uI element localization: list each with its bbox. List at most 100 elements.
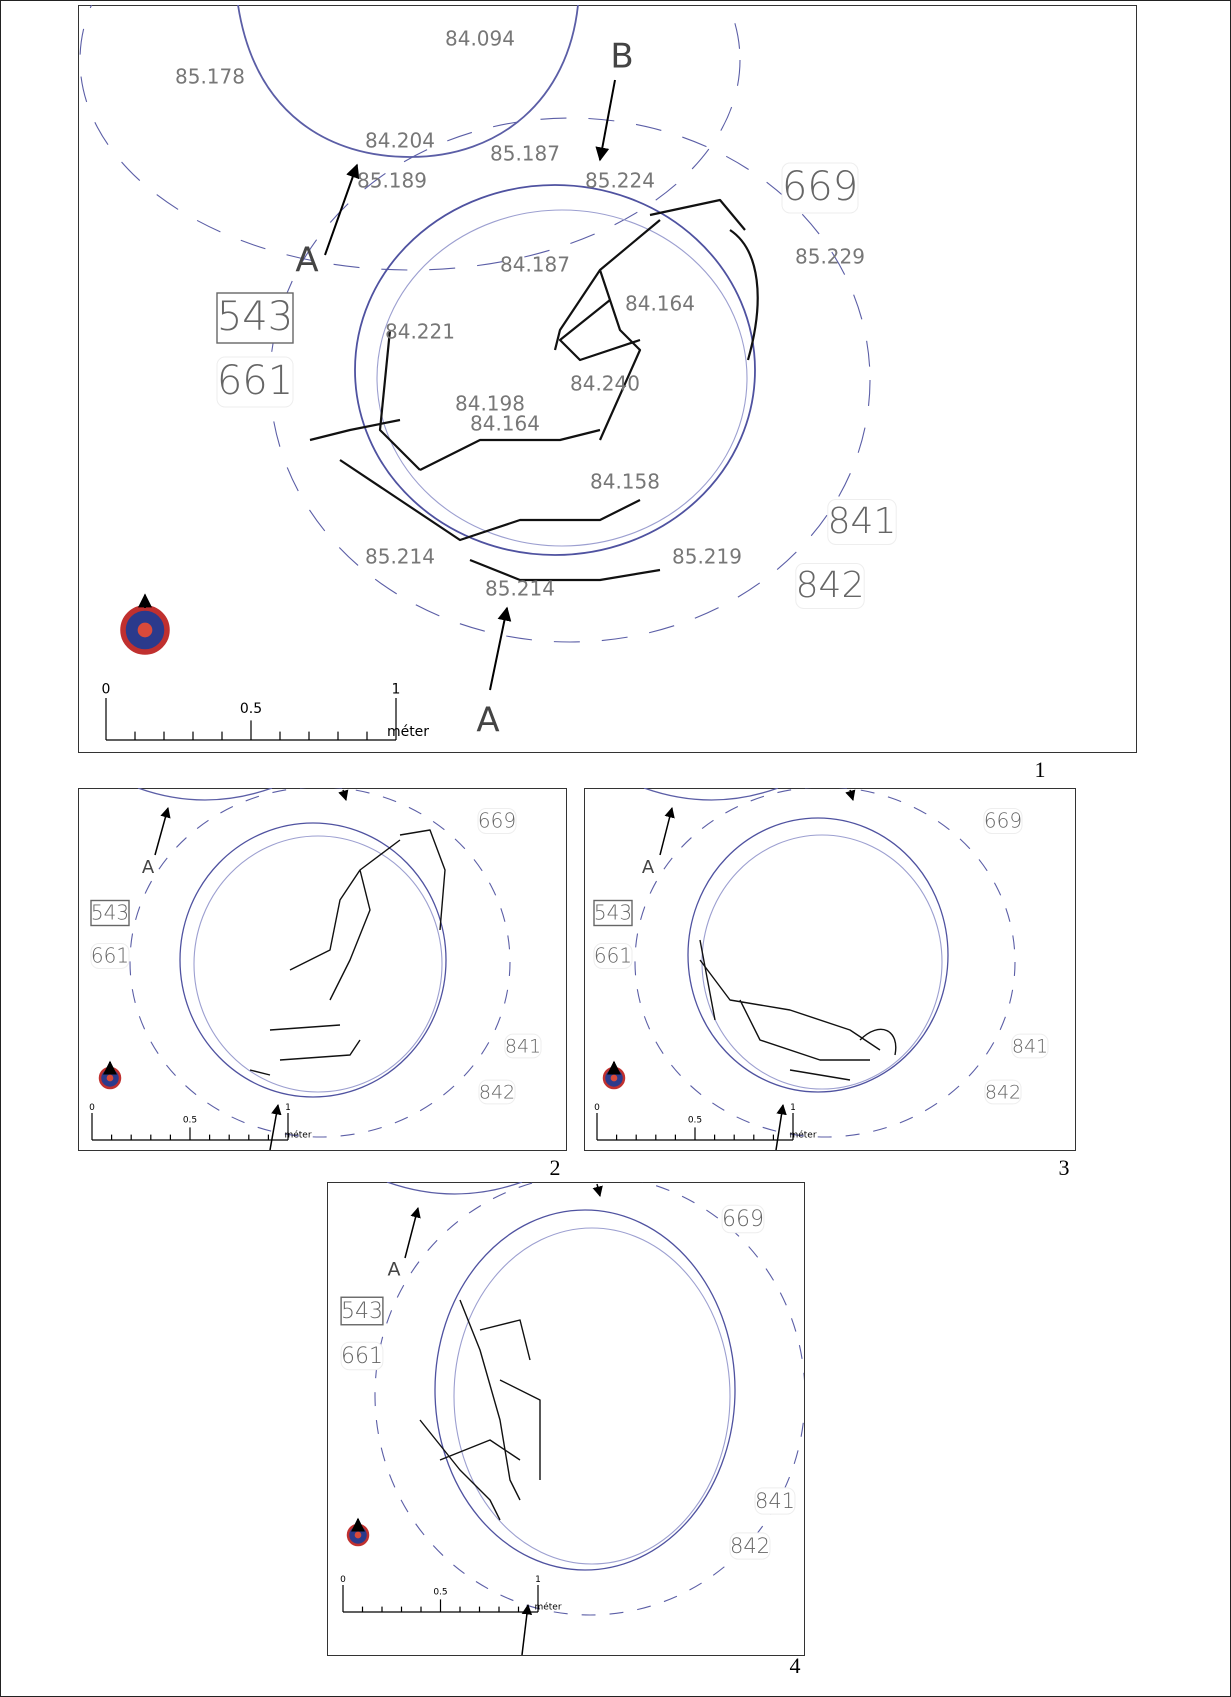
feature-box — [216, 292, 294, 344]
contour-dashed — [634, 788, 1016, 1138]
plan-panel: 669 543 661 841 842 A 0 0.5 1 méter — [78, 788, 567, 1151]
section-arrow — [338, 789, 349, 802]
scale-label: 0 — [340, 1575, 346, 1585]
feature-number: 841 — [505, 1036, 541, 1058]
feature-tag — [504, 1033, 542, 1059]
panel-number: 1 — [1035, 757, 1046, 782]
scale-label: 1 — [392, 682, 401, 698]
section-arrow — [592, 1183, 603, 1198]
feature-number: 841 — [828, 501, 897, 542]
scale-label: 0.5 — [433, 1588, 447, 1598]
compass-center — [137, 622, 153, 638]
feature-tag — [827, 499, 897, 545]
scale-label: 1 — [285, 1103, 291, 1113]
pit-outline-top — [643, 788, 779, 801]
elevation-label: 84.094 — [445, 27, 515, 51]
contour-dashed — [374, 1182, 804, 1616]
elevation-label: 85.189 — [357, 169, 427, 193]
feature-box — [593, 899, 633, 927]
feature-number: 543 — [594, 901, 632, 925]
feature-number: 669 — [722, 1207, 764, 1232]
elevation-label: 85.219 — [672, 545, 742, 569]
feature-tag — [593, 943, 633, 969]
feature-tag — [983, 808, 1023, 834]
compass-center — [106, 1074, 114, 1082]
feature-tag — [90, 943, 130, 969]
section-arrow — [595, 79, 616, 162]
grave-outline — [434, 1209, 736, 1571]
skeleton-outline — [558, 229, 759, 362]
feature-tag — [478, 1079, 516, 1105]
contour-dashed — [129, 788, 511, 1138]
section-arrow — [154, 806, 171, 856]
scale-label: 0.5 — [183, 1116, 197, 1126]
plan-drawing — [129, 788, 511, 1150]
plan-panel: 84.094 85.178 84.204 85.187 85.224 85.189 85.2… — [78, 5, 1137, 753]
section-marker: A — [476, 701, 499, 741]
grave-outline — [354, 184, 756, 556]
elevation-label: 84.221 — [385, 320, 455, 344]
skeleton-outline — [309, 329, 661, 582]
grave-outline — [687, 817, 949, 1093]
feature-number: 543 — [91, 901, 129, 925]
skeleton-outline — [459, 1299, 531, 1501]
feature-tag — [340, 1341, 384, 1371]
feature-tag — [721, 1204, 765, 1234]
skeleton-outline — [419, 1379, 541, 1521]
pit-outline-top — [137, 788, 273, 801]
pit-outline-top — [386, 1182, 523, 1195]
plan-drawing — [374, 1182, 804, 1655]
scale-label: 1 — [535, 1575, 541, 1585]
panel-number: 2 — [550, 1155, 561, 1180]
grave-outline-inner — [376, 209, 748, 547]
scale-label: 0.5 — [688, 1116, 702, 1126]
panel-number: 4 — [790, 1653, 801, 1678]
grave-outline — [179, 822, 447, 1098]
feature-number: 842 — [796, 565, 865, 606]
feature-tag — [1011, 1033, 1049, 1059]
feature-tag — [984, 1079, 1022, 1105]
skeleton-outline — [699, 959, 881, 1061]
feature-box — [340, 1296, 384, 1326]
feature-number: 661 — [91, 944, 129, 968]
elevation-label: 84.164 — [470, 412, 540, 436]
panel-number: 3 — [1059, 1155, 1070, 1180]
feature-tag — [795, 563, 865, 609]
feature-tag — [729, 1532, 771, 1560]
section-arrow — [489, 606, 512, 691]
section-marker: A — [388, 1259, 401, 1281]
elevation-label: 85.178 — [175, 65, 245, 89]
feature-number: 661 — [594, 944, 632, 968]
scale-label: 0 — [89, 1103, 95, 1113]
scale-unit: méter — [387, 724, 429, 740]
section-arrow — [659, 806, 675, 856]
compass-center — [610, 1074, 618, 1082]
section-arrow — [404, 1206, 421, 1259]
plan-panel: 669 543 661 841 842 A 0 0.5 1 méter — [584, 788, 1076, 1151]
compass-center — [354, 1531, 362, 1539]
feature-number: 842 — [985, 1082, 1021, 1104]
plan-drawing — [634, 788, 1016, 1150]
elevation-label: 85.214 — [365, 545, 435, 569]
scale-label: 0 — [594, 1103, 600, 1113]
contour-dashed — [79, 5, 741, 271]
section-arrow — [775, 1103, 787, 1150]
panel-frame — [327, 1182, 805, 1656]
grave-outline-inner — [453, 1227, 731, 1565]
feature-number: 841 — [1012, 1036, 1048, 1058]
skeleton-outline — [289, 829, 446, 1001]
scale-label: 0.5 — [240, 701, 262, 717]
elevation-label: 85.224 — [585, 169, 655, 193]
skeleton-outline — [339, 428, 641, 542]
feature-number: 842 — [730, 1534, 770, 1558]
feature-number: 543 — [341, 1299, 383, 1324]
feature-number: 661 — [217, 358, 293, 404]
feature-box — [90, 899, 130, 927]
section-marker: A — [295, 241, 318, 281]
feature-number: 543 — [217, 294, 293, 340]
feature-tag — [216, 356, 294, 408]
feature-number: 669 — [782, 164, 858, 210]
feature-tag — [754, 1487, 796, 1515]
plan-drawing — [79, 5, 871, 691]
